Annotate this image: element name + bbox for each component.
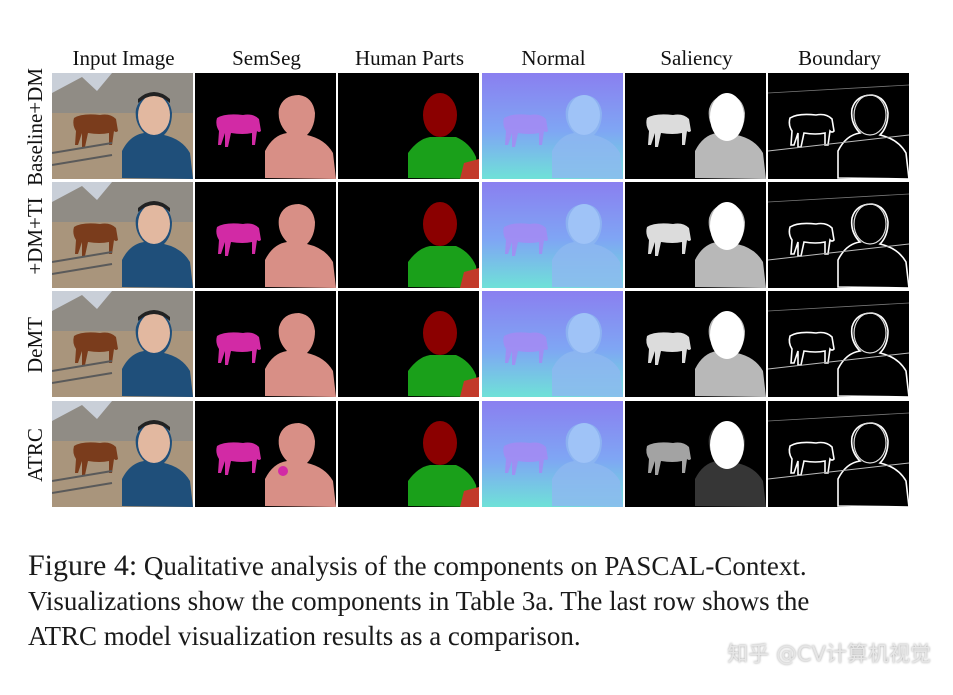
saliency-image-row-1 [625, 73, 766, 179]
row-label-text: +DM+TI [23, 197, 47, 275]
boundary-image-row-3 [768, 291, 909, 397]
input-image-row-2 [52, 182, 193, 288]
normal-image-row-3 [482, 291, 623, 397]
parts-image-row-1 [338, 73, 479, 179]
column-header-human-parts: Human Parts [354, 46, 465, 70]
boundary-image-row-4 [768, 401, 909, 507]
column-header-saliency: Saliency [660, 46, 733, 70]
watermark: 知乎 @CV计算机视觉 [727, 642, 931, 666]
boundary-image-row-1 [768, 73, 909, 179]
column-header-normal: Normal [521, 46, 586, 70]
figure-caption: Figure 4: Qualitative analysis of the co… [28, 548, 878, 654]
input-image-row-4 [52, 401, 193, 507]
normal-image-row-2 [482, 182, 623, 288]
parts-image-row-3 [338, 291, 479, 397]
input-image-row-1 [52, 73, 193, 179]
saliency-image-row-4 [625, 401, 766, 507]
parts-image-row-2 [338, 182, 479, 288]
normal-image-row-1 [482, 73, 623, 179]
semseg-image-row-2 [195, 182, 336, 288]
boundary-image-row-2 [768, 182, 909, 288]
row-label-atrc: ATRC [18, 401, 52, 509]
saliency-image-row-2 [625, 182, 766, 288]
input-image-row-3 [52, 291, 193, 397]
normal-image-row-4 [482, 401, 623, 507]
caption-label: Figure 4: [28, 549, 138, 582]
semseg-image-row-3 [195, 291, 336, 397]
semseg-image-row-4 [195, 401, 336, 507]
row-label-baseline-dm: Baseline+DM [18, 68, 52, 186]
semseg-image-row-1 [195, 73, 336, 179]
column-header-boundary: Boundary [798, 46, 881, 70]
row-label-demt: DeMT [18, 291, 52, 399]
caption-text: Qualitative analysis of the components o… [28, 551, 810, 651]
figure: Input Image SemSeg Human Parts Normal Sa… [18, 46, 909, 509]
row-label-text: Baseline+DM [23, 68, 47, 186]
parts-image-row-4 [338, 401, 479, 507]
row-label-text: ATRC [23, 428, 47, 482]
row-label-dm-ti: +DM+TI [18, 182, 52, 290]
row-label-text: DeMT [23, 317, 47, 373]
column-header-semseg: SemSeg [232, 46, 301, 70]
saliency-image-row-3 [625, 291, 766, 397]
column-header-input-image: Input Image [72, 46, 175, 70]
